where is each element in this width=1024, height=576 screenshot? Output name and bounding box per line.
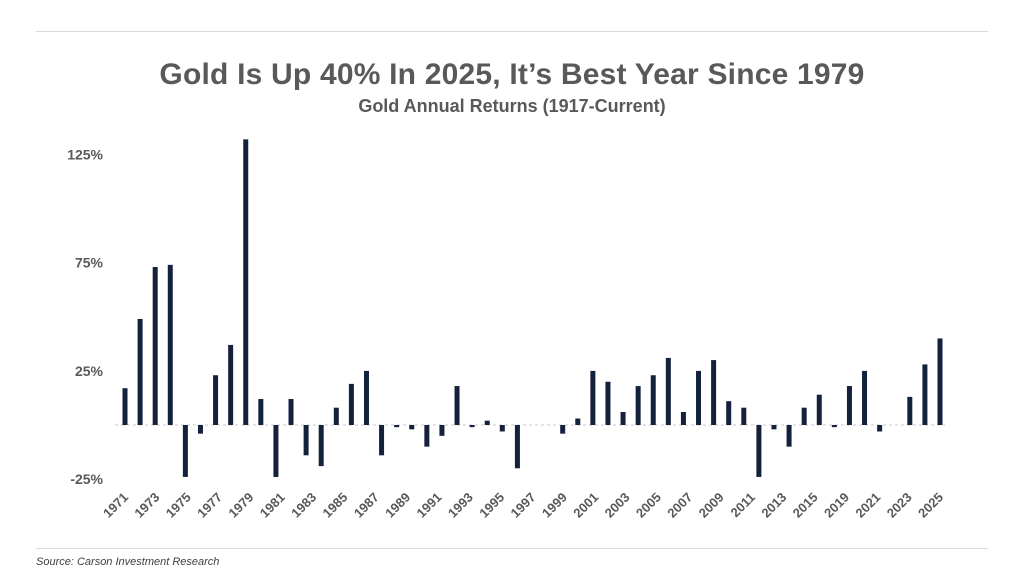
bar-1983: [303, 425, 309, 456]
x-tick-label: 1999: [539, 490, 570, 521]
bar-1996: [499, 425, 505, 432]
bar-2017: [816, 394, 822, 425]
bar-2014: [771, 425, 777, 430]
x-tick-label: 2013: [758, 490, 789, 521]
bar-1975: [182, 425, 188, 477]
bar-1985: [333, 407, 339, 425]
bar-1995: [484, 420, 490, 425]
bar-2010: [711, 360, 717, 425]
x-tick-label: 2011: [727, 490, 758, 521]
x-tick-label: 1975: [163, 490, 194, 521]
bar-2015: [786, 425, 792, 447]
x-tick-label: 2007: [664, 490, 695, 521]
bar-2004: [620, 412, 626, 425]
bar-2021: [877, 425, 883, 432]
y-tick-label: 125%: [67, 147, 103, 163]
x-tick-label: 1983: [288, 490, 319, 521]
bar-2013: [756, 425, 762, 477]
bar-chart: -25%25%75%125%1971 1973 1975 1977 1979 1981 19…: [67, 139, 946, 521]
y-tick-label: 25%: [75, 363, 104, 379]
bar-2007: [665, 357, 671, 425]
bar-2006: [650, 375, 656, 425]
bar-1977: [213, 375, 219, 425]
bar-2003: [605, 381, 611, 425]
x-tick-label: 1981: [257, 490, 288, 521]
x-tick-label: 1985: [319, 490, 350, 521]
bar-1988: [379, 425, 385, 456]
x-tick-label: 1997: [508, 490, 539, 521]
x-tick-label: 2023: [884, 490, 915, 521]
bar-1971: [122, 388, 128, 425]
bar-2000: [560, 425, 566, 434]
bar-2009: [696, 370, 702, 425]
x-tick-label: 1979: [225, 490, 256, 521]
chart-subtitle: Gold Annual Returns (1917-Current): [358, 96, 666, 116]
y-tick-label: 75%: [75, 255, 104, 271]
bar-1972: [137, 318, 143, 425]
bar-1994: [469, 425, 475, 428]
bar-2001: [575, 418, 581, 425]
x-tick-label: 1987: [351, 490, 382, 521]
bar-2025: [937, 338, 943, 425]
bar-2018: [831, 425, 837, 428]
bar-1990: [409, 425, 415, 430]
bar-1974: [167, 264, 173, 425]
bar-1984: [318, 425, 324, 467]
bar-2005: [635, 386, 641, 425]
bar-1992: [439, 425, 445, 436]
x-tick-label: 2021: [852, 490, 883, 521]
x-tick-label: 1977: [194, 490, 225, 521]
bar-2016: [801, 407, 807, 425]
x-tick-label: 1971: [100, 490, 131, 521]
bar-1980: [258, 399, 264, 425]
y-tick-label: -25%: [70, 471, 103, 487]
bar-2008: [680, 412, 686, 425]
bar-1993: [454, 386, 460, 425]
bar-2011: [726, 401, 732, 425]
x-tick-label: 1991: [414, 490, 445, 521]
bar-1989: [394, 425, 400, 428]
top-divider: [36, 31, 988, 32]
x-tick-label: 1995: [476, 490, 507, 521]
bar-2019: [846, 386, 852, 425]
chart-title: Gold Is Up 40% In 2025, It’s Best Year S…: [159, 58, 865, 91]
bar-2012: [741, 407, 747, 425]
bar-2002: [590, 370, 596, 425]
bar-1987: [363, 370, 369, 425]
source-note: Source: Carson Investment Research: [36, 556, 220, 568]
bottom-divider: [36, 548, 988, 549]
bar-1982: [288, 399, 294, 425]
x-tick-label: 2025: [915, 490, 946, 521]
bar-2020: [862, 370, 868, 425]
x-tick-label: 2009: [696, 490, 727, 521]
bar-1978: [228, 344, 234, 425]
bar-1997: [514, 425, 520, 469]
bar-1981: [273, 425, 279, 477]
x-tick-label: 2001: [570, 490, 601, 521]
x-tick-label: 2005: [633, 490, 664, 521]
bar-1986: [348, 383, 354, 425]
x-tick-label: 2003: [602, 490, 633, 521]
bar-1973: [152, 267, 158, 425]
bar-2024: [922, 364, 928, 425]
bar-2023: [907, 396, 913, 425]
bar-1979: [243, 139, 249, 425]
bar-1976: [197, 425, 203, 434]
x-tick-label: 1989: [382, 490, 413, 521]
x-tick-label: 2015: [790, 490, 821, 521]
bar-1991: [424, 425, 430, 447]
x-tick-label: 2019: [821, 490, 852, 521]
x-tick-label: 1973: [131, 490, 162, 521]
x-tick-label: 1993: [445, 490, 476, 521]
